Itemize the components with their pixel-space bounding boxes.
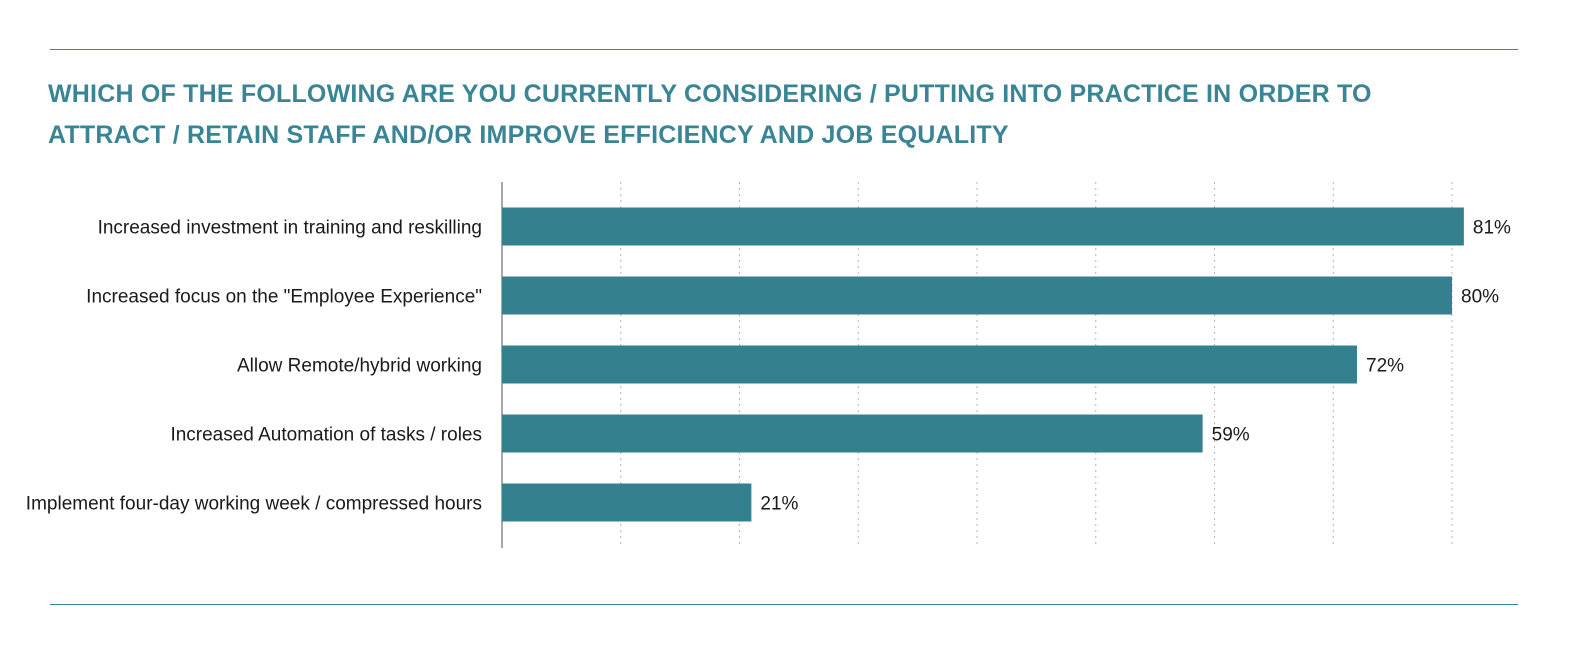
bars [502, 207, 1464, 522]
bar [502, 483, 752, 522]
bottom-divider [50, 604, 1518, 605]
bar-chart: Increased investment in training and res… [26, 182, 1511, 548]
value-label: 72% [1366, 356, 1404, 377]
value-label: 21% [760, 494, 798, 515]
value-label: 59% [1212, 425, 1250, 446]
bar [502, 276, 1452, 315]
top-divider [50, 49, 1518, 50]
category-labels: Increased investment in training and res… [26, 218, 482, 515]
bar [502, 414, 1203, 453]
category-label: Increased investment in training and res… [98, 218, 482, 239]
category-label: Allow Remote/hybrid working [237, 356, 482, 377]
category-label: Implement four-day working week / compre… [26, 494, 482, 515]
category-label: Increased focus on the "Employee Experie… [86, 287, 482, 308]
bar [502, 207, 1464, 246]
value-labels: 81% 80% 72% 59% 21% [760, 218, 1511, 515]
category-label: Increased Automation of tasks / roles [170, 425, 482, 446]
value-label: 81% [1473, 218, 1511, 239]
chart-title: WHICH OF THE FOLLOWING ARE YOU CURRENTLY… [48, 80, 1372, 149]
value-label: 80% [1461, 287, 1499, 308]
bar [502, 345, 1357, 384]
